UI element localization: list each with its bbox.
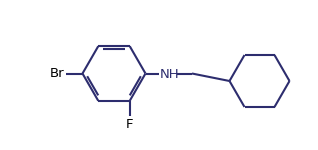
Text: F: F — [126, 118, 134, 131]
Text: NH: NH — [160, 68, 179, 81]
Text: Br: Br — [50, 67, 65, 80]
